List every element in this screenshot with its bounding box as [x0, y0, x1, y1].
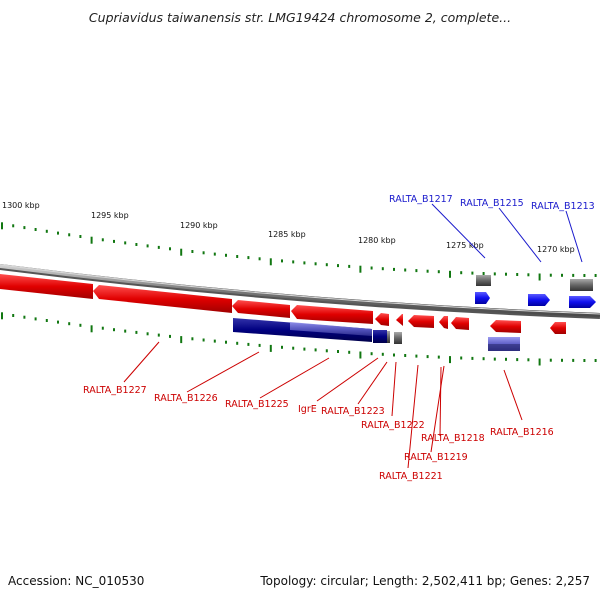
- scale-label: 1300 kbp: [2, 201, 40, 210]
- gene-arrow-reverse[interactable]: [408, 315, 434, 328]
- gene-label[interactable]: IgrE: [298, 404, 317, 415]
- gene-label[interactable]: RALTA_B1226: [154, 393, 218, 404]
- gene-label[interactable]: RALTA_B1213: [531, 201, 595, 212]
- forward-gray-features: [476, 275, 593, 291]
- gene-arrow-reverse[interactable]: [291, 305, 373, 324]
- outer-scale-ticks: [1, 222, 597, 281]
- scale-label: 1285 kbp: [268, 230, 306, 239]
- forward-strand-genes: [475, 292, 596, 308]
- gene-arrow-reverse[interactable]: [490, 320, 521, 333]
- gene-label[interactable]: RALTA_B1219: [404, 452, 468, 463]
- bottom-leader-lines: [123, 341, 523, 469]
- gene-label[interactable]: RALTA_B1227: [83, 385, 147, 396]
- scale-label: 1295 kbp: [91, 211, 129, 220]
- gene-label[interactable]: RALTA_B1217: [389, 194, 453, 205]
- inner-features: [233, 318, 520, 351]
- gene-arrow-reverse[interactable]: [93, 285, 232, 313]
- gene-label[interactable]: RALTA_B1222: [361, 420, 425, 431]
- gene-arrow-forward[interactable]: [528, 294, 550, 306]
- gene-arrow-reverse[interactable]: [451, 317, 469, 330]
- gene-label[interactable]: RALTA_B1218: [421, 433, 485, 444]
- map-title: Cupriavidus taiwanensis str. LMG19424 ch…: [88, 10, 512, 25]
- gene-block-gray[interactable]: [570, 279, 593, 291]
- top-leader-lines: [431, 203, 583, 263]
- accession-text: Accession: NC_010530: [8, 574, 145, 588]
- gene-arrow-reverse[interactable]: [375, 313, 389, 326]
- feature-block-navy[interactable]: [373, 330, 387, 343]
- gene-arrow-reverse[interactable]: [550, 322, 566, 334]
- feature-block-purple[interactable]: [290, 322, 372, 336]
- scale-label: 1280 kbp: [358, 236, 396, 245]
- inner-scale-ticks: [1, 312, 597, 366]
- top-gene-labels: RALTA_B1217 RALTA_B1215 RALTA_B1213: [389, 194, 595, 212]
- feature-block-gray[interactable]: [394, 332, 402, 344]
- gene-label[interactable]: RALTA_B1225: [225, 399, 289, 410]
- gene-arrow-reverse[interactable]: [232, 300, 290, 318]
- gene-label[interactable]: RALTA_B1223: [321, 406, 385, 417]
- gene-arrow-reverse[interactable]: [439, 316, 448, 329]
- scale-label: 1290 kbp: [180, 221, 218, 230]
- gene-arrow-reverse[interactable]: [0, 274, 93, 299]
- gene-arrow-forward[interactable]: [475, 292, 490, 304]
- gene-block-gray[interactable]: [476, 275, 491, 286]
- bottom-gene-labels: RALTA_B1227 RALTA_B1226 RALTA_B1225 IgrE…: [83, 385, 554, 482]
- reverse-strand-genes: [0, 274, 566, 334]
- scale-labels: 1300 kbp 1295 kbp 1290 kbp 1285 kbp 1280…: [2, 201, 575, 254]
- feature-block-gray[interactable]: [387, 331, 390, 343]
- gene-arrow-reverse[interactable]: [396, 314, 403, 326]
- scale-label: 1275 kbp: [446, 241, 484, 250]
- feature-block-navy[interactable]: [488, 344, 520, 351]
- gene-label[interactable]: RALTA_B1216: [490, 427, 554, 438]
- scale-label: 1270 kbp: [537, 245, 575, 254]
- gene-label[interactable]: RALTA_B1221: [379, 471, 443, 482]
- topology-text: Topology: circular; Length: 2,502,411 bp…: [260, 574, 590, 588]
- gene-arrow-forward[interactable]: [569, 296, 596, 308]
- gene-label[interactable]: RALTA_B1215: [460, 198, 524, 209]
